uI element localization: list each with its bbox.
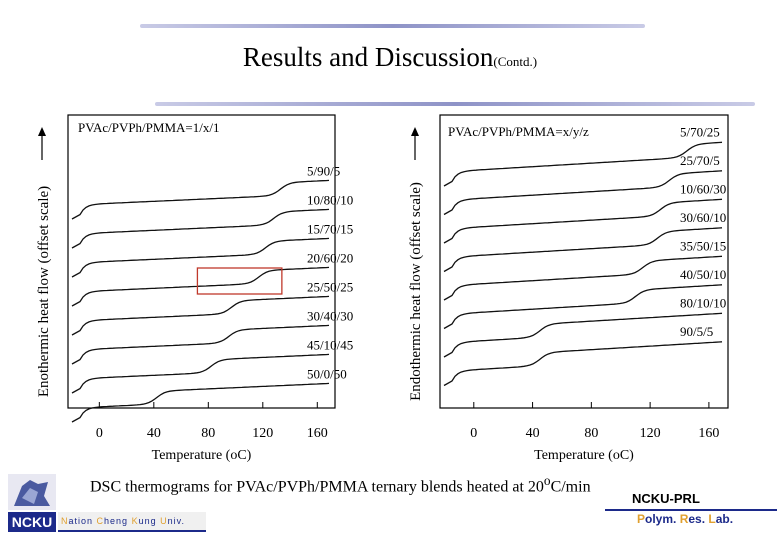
series-label: 35/50/15 [680,238,726,253]
x-tick-label: 0 [470,426,477,441]
y-arrow-head [38,127,46,136]
series-line [71,353,330,394]
series-line [71,237,330,278]
x-tick-label: 160 [698,426,719,441]
title-rule-top [140,24,645,28]
x-axis-label: Temperature (oC) [152,448,252,463]
y-axis-label: Endothermic heat flow (offset scale) [408,182,424,401]
title-rule-bottom [155,102,755,106]
highlight-box [196,267,283,295]
slide-title-sub: (Contd.) [493,54,538,69]
y-axis-label: Enothermic heat flow (offset scale) [36,186,52,397]
ncku-logo: NCKU [8,474,56,532]
series-line [443,255,723,301]
series-label: 15/70/15 [307,221,353,236]
series-line [71,382,330,423]
figure-caption: DSC thermograms for PVAc/PVPh/PMMA terna… [90,473,591,496]
series-label: 45/10/45 [307,337,353,352]
lab-underline [605,509,777,511]
chart-panel-1: 0 40 80 120 160 Temperature (oC) PVAc/PVPh/PMM… [36,114,353,463]
series-line [71,295,330,336]
series-label: 10/80/10 [307,192,353,207]
series-label: 90/5/5 [680,324,713,339]
series-line [443,227,723,273]
x-tick-label: 160 [307,426,328,441]
y-arrow-head [411,127,419,136]
series-label: 25/50/25 [307,279,353,294]
chart-panel-2: 0 40 80 120 160 Temperature (oC) PVAc/PVPh/PMM… [408,114,729,463]
series-line [443,341,723,387]
series-label: 5/90/5 [307,163,340,178]
series-line [443,141,723,187]
series-label: 10/60/30 [680,181,726,196]
series-label: 30/60/10 [680,210,726,225]
series-line [71,179,330,220]
x-tick-label: 80 [584,426,598,441]
plot-frame [67,114,336,409]
slide-title: Results and Discussion(Contd.) [242,42,538,72]
series-label: 30/40/30 [307,308,353,323]
series-label: 50/0/50 [307,366,347,381]
lab-name: NCKU-PRL [632,491,700,506]
series-line [71,266,330,307]
plot-frame [439,114,729,409]
series-line [443,284,723,330]
series-line [71,324,330,365]
x-axis-label: Temperature (oC) [534,448,634,463]
series-label: 25/70/5 [680,153,720,168]
x-tick-label: 80 [201,426,215,441]
series-label: 80/10/10 [680,295,726,310]
series-line [71,208,330,249]
series-label: 40/50/10 [680,267,726,282]
x-tick-label: 40 [147,426,161,441]
panel-title: PVAc/PVPh/PMMA=x/y/z [448,124,589,139]
panel-title: PVAc/PVPh/PMMA=1/x/1 [78,120,219,135]
lab-full-name: Polym. Res. Lab. [637,512,734,526]
x-tick-label: 120 [252,426,273,441]
series-line [443,312,723,358]
series-line [443,198,723,244]
x-tick-label: 120 [640,426,661,441]
university-name: Nation Cheng Kung Univ. [58,512,206,532]
series-line [443,170,723,216]
logo-text: NCKU [12,514,52,530]
series-label: 5/70/25 [680,124,720,139]
x-tick-label: 0 [96,426,103,441]
series-label: 20/60/20 [307,250,353,265]
x-tick-label: 40 [526,426,540,441]
